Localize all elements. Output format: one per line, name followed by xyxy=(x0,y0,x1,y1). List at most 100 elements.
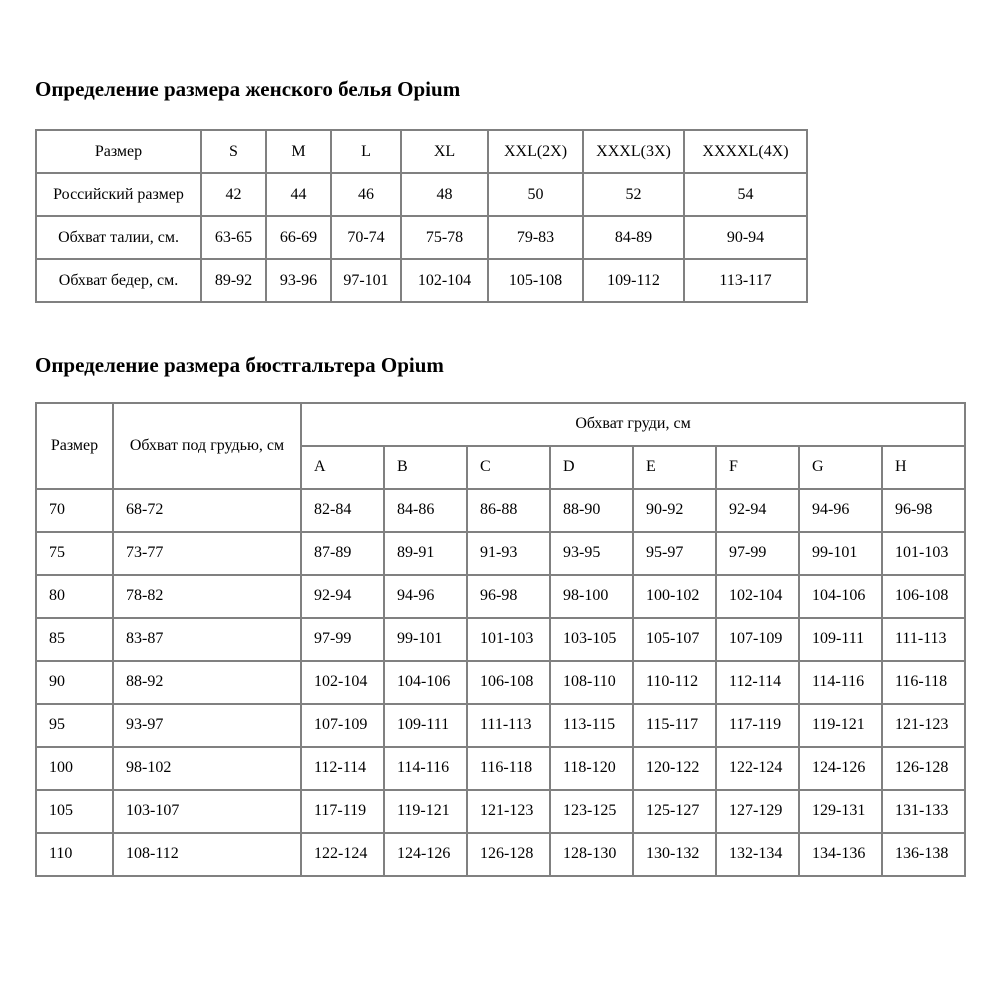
data-cell: 54 xyxy=(683,172,808,218)
cup-cell: 116-118 xyxy=(466,745,551,791)
size-cell: 70 xyxy=(35,487,114,533)
data-cell: 105-108 xyxy=(487,258,584,304)
cup-cell: 90-92 xyxy=(632,487,717,533)
cup-cell: 119-121 xyxy=(383,788,468,834)
cup-cell: 98-100 xyxy=(549,573,634,619)
cup-cell: 128-130 xyxy=(549,831,634,877)
underbust-cell: 103-107 xyxy=(112,788,302,834)
data-cell: 84-89 xyxy=(582,215,685,261)
bra-table-row: 85 83-87 97-99 99-101 101-103 103-105 105-107 1… xyxy=(35,616,967,662)
cup-cell: 113-115 xyxy=(549,702,634,748)
underwear-size-table: Размер S M L XL XXL(2X) XXXL(3X) XXXXL(4X) Росси… xyxy=(35,129,808,304)
bra-underbust-header-cell: Обхват под грудью, см xyxy=(112,401,302,490)
size-cell: 90 xyxy=(35,659,114,705)
underwear-letter-size-header-cell: XL xyxy=(400,129,489,175)
underbust-cell: 83-87 xyxy=(112,616,302,662)
underwear-letter-size-header-cell: M xyxy=(265,129,332,175)
data-cell: 46 xyxy=(330,172,402,218)
row-label-cell: Российский размер xyxy=(35,172,202,218)
data-cell: 63-65 xyxy=(200,215,267,261)
cup-cell: 124-126 xyxy=(798,745,883,791)
underwear-letter-size-header-cell: XXL(2X) xyxy=(487,129,584,175)
cup-cell: 88-90 xyxy=(549,487,634,533)
cup-cell: 118-120 xyxy=(549,745,634,791)
cup-cell: 112-114 xyxy=(300,745,385,791)
cup-cell: 86-88 xyxy=(466,487,551,533)
cup-cell: 111-113 xyxy=(880,616,967,662)
cup-cell: 99-101 xyxy=(798,530,883,576)
underwear-table-row: Российский размер 42 44 46 48 50 52 54 xyxy=(35,172,808,218)
bra-table-title: Определение размера бюстгальтера Opium xyxy=(35,353,444,378)
cup-cell: 122-124 xyxy=(300,831,385,877)
underwear-letter-size-header-cell: S xyxy=(200,129,267,175)
size-cell: 80 xyxy=(35,573,114,619)
cup-cell: 121-123 xyxy=(466,788,551,834)
cup-header-cell: A xyxy=(300,444,385,490)
data-cell: 90-94 xyxy=(683,215,808,261)
size-cell: 110 xyxy=(35,831,114,877)
cup-cell: 116-118 xyxy=(880,659,967,705)
data-cell: 109-112 xyxy=(582,258,685,304)
data-cell: 89-92 xyxy=(200,258,267,304)
cup-cell: 104-106 xyxy=(798,573,883,619)
underwear-header-row: Размер S M L XL XXL(2X) XXXL(3X) XXXXL(4X) xyxy=(35,129,808,175)
cup-cell: 96-98 xyxy=(880,487,967,533)
cup-cell: 102-104 xyxy=(715,573,800,619)
cup-cell: 109-111 xyxy=(798,616,883,662)
cup-cell: 82-84 xyxy=(300,487,385,533)
cup-header-cell: E xyxy=(632,444,717,490)
data-cell: 75-78 xyxy=(400,215,489,261)
bra-table-row: 105 103-107 117-119 119-121 121-123 123-125 12… xyxy=(35,788,967,834)
size-cell: 85 xyxy=(35,616,114,662)
cup-cell: 104-106 xyxy=(383,659,468,705)
cup-cell: 136-138 xyxy=(880,831,967,877)
cup-cell: 105-107 xyxy=(632,616,717,662)
cup-cell: 125-127 xyxy=(632,788,717,834)
cup-cell: 106-108 xyxy=(466,659,551,705)
bra-table-row: 70 68-72 82-84 84-86 86-88 88-90 90-92 92-94 94-… xyxy=(35,487,967,533)
cup-cell: 92-94 xyxy=(715,487,800,533)
data-cell: 42 xyxy=(200,172,267,218)
underwear-size-header-cell: Размер xyxy=(35,129,202,175)
underbust-cell: 78-82 xyxy=(112,573,302,619)
data-cell: 113-117 xyxy=(683,258,808,304)
underbust-cell: 68-72 xyxy=(112,487,302,533)
cup-cell: 107-109 xyxy=(715,616,800,662)
underwear-table-title: Определение размера женского белья Opium xyxy=(35,77,461,101)
size-cell: 105 xyxy=(35,788,114,834)
bra-table-row: 95 93-97 107-109 109-111 111-113 113-115 115-1… xyxy=(35,702,967,748)
cup-cell: 119-121 xyxy=(798,702,883,748)
bra-size-header-cell: Размер xyxy=(35,401,114,490)
bra-header-row-top: Размер Обхват под грудью, см Обхват груд… xyxy=(35,401,967,490)
cup-header-cell: B xyxy=(383,444,468,490)
cup-cell: 110-112 xyxy=(632,659,717,705)
cup-cell: 93-95 xyxy=(549,530,634,576)
cup-header-cell: H xyxy=(880,444,967,490)
cup-cell: 124-126 xyxy=(383,831,468,877)
underbust-cell: 98-102 xyxy=(112,745,302,791)
underwear-letter-size-header-cell: XXXL(3X) xyxy=(582,129,685,175)
underbust-cell: 88-92 xyxy=(112,659,302,705)
cup-cell: 94-96 xyxy=(798,487,883,533)
cup-cell: 84-86 xyxy=(383,487,468,533)
data-cell: 79-83 xyxy=(487,215,584,261)
cup-cell: 129-131 xyxy=(798,788,883,834)
data-cell: 93-96 xyxy=(265,258,332,304)
cup-cell: 91-93 xyxy=(466,530,551,576)
cup-cell: 107-109 xyxy=(300,702,385,748)
cup-cell: 122-124 xyxy=(715,745,800,791)
row-label-cell: Обхват бедер, см. xyxy=(35,258,202,304)
data-cell: 97-101 xyxy=(330,258,402,304)
underbust-cell: 108-112 xyxy=(112,831,302,877)
underwear-table-row: Обхват талии, см. 63-65 66-69 70-74 75-78 79-… xyxy=(35,215,808,261)
data-cell: 44 xyxy=(265,172,332,218)
cup-cell: 106-108 xyxy=(880,573,967,619)
underbust-cell: 73-77 xyxy=(112,530,302,576)
cup-header-cell: C xyxy=(466,444,551,490)
cup-cell: 111-113 xyxy=(466,702,551,748)
cup-cell: 100-102 xyxy=(632,573,717,619)
cup-cell: 97-99 xyxy=(715,530,800,576)
cup-cell: 89-91 xyxy=(383,530,468,576)
cup-cell: 126-128 xyxy=(466,831,551,877)
